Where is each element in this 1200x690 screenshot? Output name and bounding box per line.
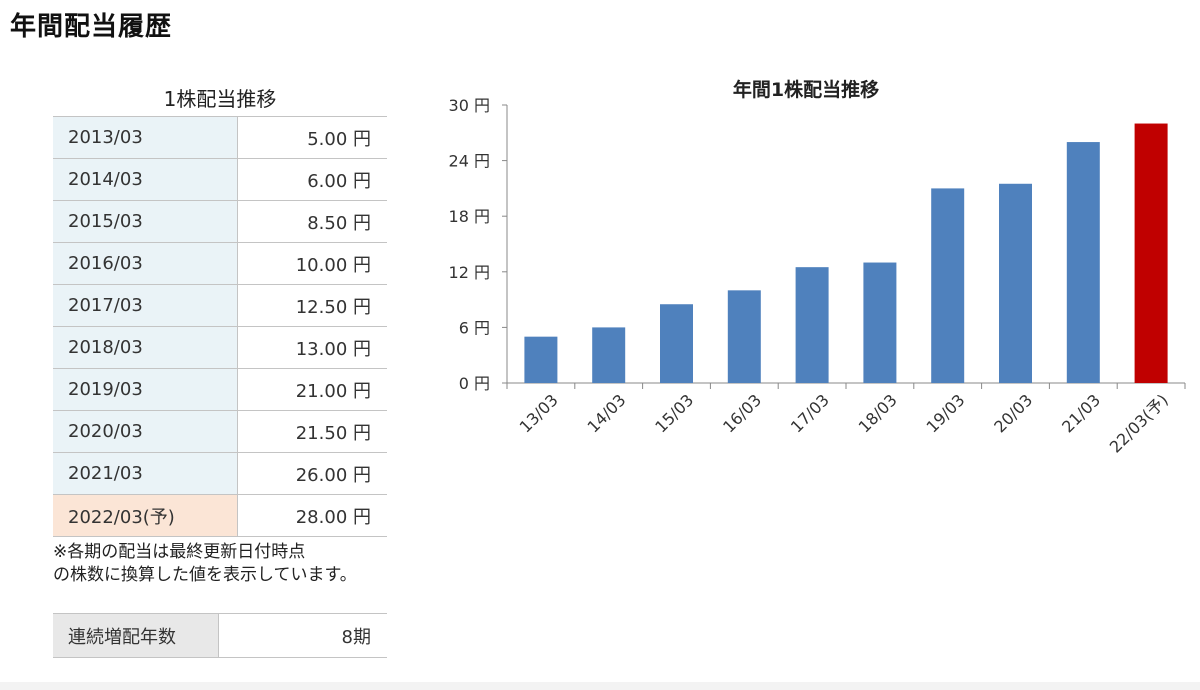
bar (660, 304, 693, 383)
x-tick-label: 15/03 (651, 390, 697, 436)
bar (863, 262, 897, 383)
y-tick-label: 12 円 (449, 263, 490, 282)
y-tick-label: 18 円 (449, 207, 490, 226)
dividend-row: 2020/03 21.50 円 (53, 410, 387, 453)
dividend-row: 2014/03 6.00 円 (53, 158, 387, 201)
x-tick-label: 18/03 (855, 390, 901, 436)
bar (999, 183, 1032, 383)
dividend-row: 2016/03 10.00 円 (53, 242, 387, 285)
dividend-amount: 21.50 円 (237, 410, 387, 453)
dividend-row: 2015/03 8.50 円 (53, 200, 387, 243)
dividend-amount: 21.00 円 (237, 368, 387, 411)
bar (1134, 123, 1168, 384)
y-tick-label: 24 円 (449, 152, 490, 171)
x-tick-label: 13/03 (516, 390, 562, 436)
dividend-note-line: の株数に換算した値を表示しています。 (53, 565, 357, 585)
bar (1066, 142, 1100, 383)
dividend-period: 2022/03(予) (53, 494, 238, 537)
dividend-period: 2016/03 (53, 242, 238, 285)
dividend-amount: 8.50 円 (237, 200, 387, 243)
dividend-amount: 26.00 円 (237, 452, 387, 495)
x-tick-label: 20/03 (990, 390, 1036, 436)
dividend-note-line: ※各期の配当は最終更新日付時点 (53, 542, 306, 562)
dividend-period: 2014/03 (53, 158, 238, 201)
dividend-period: 2017/03 (53, 284, 238, 327)
bar (524, 336, 558, 383)
bar (931, 188, 965, 383)
dividend-amount: 12.50 円 (237, 284, 387, 327)
dividend-amount: 13.00 円 (237, 326, 387, 369)
dividend-table-caption: 1株配当推移 (163, 87, 277, 111)
dividend-row: 2022/03(予) 28.00 円 (53, 494, 387, 537)
dividend-bar-chart: 年間1株配当推移 0 円 6 円 12 円 18 円 24 円 30 円 13/03 14/03… (449, 78, 1186, 457)
page-title: 年間配当履歴 (10, 12, 173, 42)
x-tick-label: 14/03 (583, 390, 629, 436)
y-tick-label: 0 円 (459, 374, 490, 393)
y-tick-label: 6 円 (459, 318, 490, 337)
bar (795, 267, 829, 383)
streak-label: 連続増配年数 (53, 613, 219, 658)
dividend-period: 2020/03 (53, 410, 238, 453)
dividend-period: 2019/03 (53, 368, 238, 411)
x-tick-label: 19/03 (922, 390, 968, 436)
streak-row: 連続増配年数 8期 (53, 613, 387, 658)
chart-title: 年間1株配当推移 (733, 78, 879, 101)
dividend-period: 2018/03 (53, 326, 238, 369)
dividend-period: 2013/03 (53, 116, 238, 159)
dividend-row: 2013/03 5.00 円 (53, 116, 387, 159)
x-tick-label: 16/03 (719, 390, 765, 436)
dividend-row: 2021/03 26.00 円 (53, 452, 387, 495)
dividend-amount: 10.00 円 (237, 242, 387, 285)
x-tick-label: 21/03 (1058, 390, 1104, 436)
page-bottom-edge (0, 682, 1200, 690)
dividend-amount: 5.00 円 (237, 116, 387, 159)
dividend-amount: 28.00 円 (237, 494, 387, 537)
dividend-table-panel: 1株配当推移 2013/03 5.00 円 2014/03 6.00 円 2015/03… (53, 82, 387, 658)
dividend-row: 2017/03 12.50 円 (53, 284, 387, 327)
dividend-amount: 6.00 円 (237, 158, 387, 201)
bar (592, 327, 626, 383)
dividend-row: 2018/03 13.00 円 (53, 326, 387, 369)
bar (727, 290, 761, 383)
dividend-period: 2015/03 (53, 200, 238, 243)
streak-table: 連続増配年数 8期 (53, 613, 387, 658)
x-tick-label: 22/03(予) (1106, 390, 1172, 456)
y-tick-label: 30 円 (449, 96, 490, 115)
streak-value: 8期 (218, 613, 387, 658)
dividend-note: ※各期の配当は最終更新日付時点 の株数に換算した値を表示しています。 (53, 541, 387, 587)
x-tick-label: 17/03 (787, 390, 833, 436)
dividend-period: 2021/03 (53, 452, 238, 495)
dividend-row: 2019/03 21.00 円 (53, 368, 387, 411)
